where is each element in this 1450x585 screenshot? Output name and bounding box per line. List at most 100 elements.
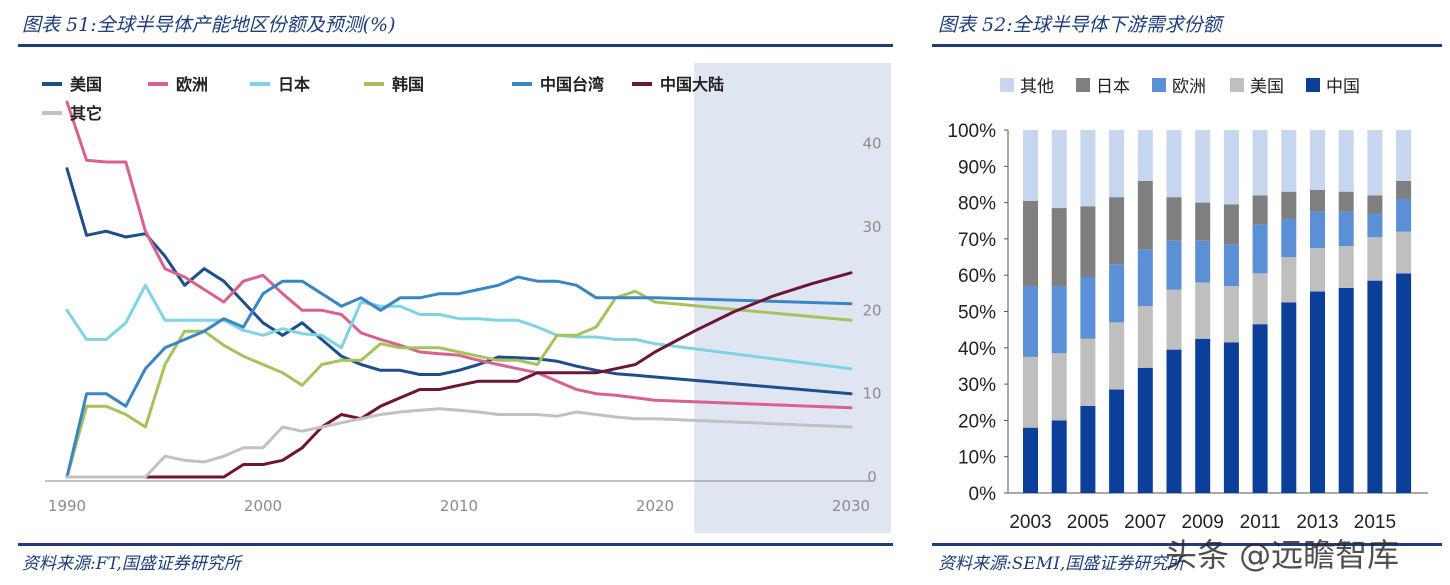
- bar-segment: [1367, 130, 1383, 196]
- y-tick-label: 20: [862, 301, 881, 319]
- x-tick-label: 2000: [244, 497, 282, 515]
- y-tick-label: 0%: [969, 484, 997, 505]
- bar-segment: [1281, 257, 1297, 303]
- y-tick-label: 60%: [958, 266, 996, 287]
- bar-segment: [1051, 286, 1067, 354]
- bar-segment: [1109, 130, 1125, 198]
- bar-segment: [1252, 130, 1268, 196]
- legend-label: 其它: [70, 104, 102, 123]
- y-tick-label: 70%: [958, 230, 996, 251]
- bar-segment: [1367, 195, 1383, 214]
- bar-segment: [1080, 130, 1096, 207]
- bar-segment: [1195, 240, 1211, 283]
- bar-segment: [1367, 213, 1383, 238]
- bar-segment: [1281, 218, 1297, 258]
- legend-label: 美国: [1250, 77, 1284, 97]
- bar-segment: [1137, 130, 1153, 181]
- bar-segment: [1310, 291, 1325, 493]
- y-tick-label: 10%: [958, 448, 996, 469]
- bar-segment: [1396, 231, 1412, 274]
- bar-segment: [1310, 189, 1325, 212]
- right-figure-source: 资料来源:SEMI,国盛证券研究所: [938, 554, 1185, 574]
- bar-segment: [1396, 198, 1412, 232]
- x-tick-label: 2015: [1354, 512, 1396, 533]
- bar-segment: [1396, 180, 1412, 199]
- bar-segment: [1166, 240, 1182, 290]
- left-source-rule: [18, 543, 893, 546]
- y-tick-label: 50%: [958, 303, 996, 324]
- x-tick-label: 2011: [1240, 512, 1281, 533]
- bar-segment: [1080, 405, 1096, 493]
- watermark: 头条 @远瞻智库: [1165, 536, 1400, 574]
- y-tick-label: 40%: [958, 339, 996, 360]
- y-tick-label: 20%: [958, 411, 996, 432]
- x-tick-label: 2005: [1067, 512, 1109, 533]
- bar-segment: [1252, 273, 1268, 325]
- legend-swatch: [1152, 78, 1166, 92]
- x-tick-label: 2009: [1182, 512, 1224, 533]
- right-title-rule: [932, 44, 1442, 47]
- bar-segment: [1109, 389, 1125, 493]
- bar-segment: [1109, 264, 1125, 323]
- bar-segment: [1166, 197, 1182, 241]
- bar-segment: [1367, 280, 1383, 493]
- bar-segment: [1252, 224, 1268, 274]
- left-figure: 图表 51:全球半导体产能地区份额及预测(%) 1990 2000 2010 2020…: [18, 14, 893, 574]
- bar-segment: [1109, 197, 1125, 265]
- legend-label: 中国大陆: [660, 75, 724, 94]
- bar-segment: [1023, 427, 1038, 493]
- bar-segment: [1023, 200, 1038, 287]
- demand-stacked-bar-chart: 0% 10% 20% 30% 40% 50% 60% 70% 80% 90% 100% 2003 200…: [947, 77, 1428, 533]
- right-figure-title: 图表 52:全球半导体下游需求份额: [938, 14, 1222, 36]
- x-tick-label: 2030: [832, 497, 870, 515]
- bar-segment: [1051, 130, 1067, 209]
- legend-swatch: [1000, 78, 1014, 92]
- x-tick-label: 2010: [440, 497, 478, 515]
- bar-segment: [1223, 204, 1239, 245]
- bar-segment: [1051, 208, 1067, 287]
- x-tick-label: 2020: [636, 497, 674, 515]
- series-line: [65, 167, 853, 396]
- bar-segment: [1080, 277, 1096, 339]
- x-tick-label: 2013: [1296, 512, 1338, 533]
- bar-segment: [1338, 211, 1354, 247]
- legend-label: 韩国: [392, 75, 424, 94]
- right-source-rule: [932, 543, 1442, 546]
- x-tick-label: 2007: [1124, 512, 1166, 533]
- legend-swatch: [1306, 78, 1320, 92]
- bar-segment: [1166, 349, 1182, 493]
- bar-segment: [1338, 191, 1354, 212]
- bar-segment: [1166, 289, 1182, 350]
- y-tick-label: 10: [862, 385, 881, 403]
- bar-segment: [1023, 356, 1038, 428]
- bar-segment: [1137, 306, 1153, 368]
- bar-segment: [1310, 130, 1325, 190]
- bar-segment: [1396, 273, 1412, 493]
- series-line: [65, 407, 853, 479]
- legend-label: 美国: [70, 75, 102, 94]
- bar-segment: [1109, 322, 1125, 390]
- bar-segment: [1281, 130, 1297, 192]
- legend-label: 欧洲: [176, 75, 208, 94]
- bar-segment: [1195, 202, 1211, 241]
- bar-segment: [1195, 130, 1211, 203]
- bar-segment: [1310, 211, 1325, 248]
- x-tick-label: 2003: [1009, 512, 1051, 533]
- bar-segment: [1137, 367, 1153, 493]
- bar-segment: [1023, 286, 1038, 357]
- right-figure: 图表 52:全球半导体下游需求份额 0% 10% 20% 30% 40% 50% 60% 70…: [928, 0, 1450, 585]
- bar-segment: [1051, 420, 1067, 493]
- bar-segment: [1023, 130, 1038, 201]
- legend-swatch: [1230, 78, 1244, 92]
- bar-segment: [1281, 191, 1297, 219]
- legend-swatch: [1076, 78, 1090, 92]
- y-tick-label: 80%: [958, 194, 996, 215]
- y-tick-label: 90%: [958, 157, 996, 178]
- series-line: [65, 271, 853, 479]
- bar-segment: [1051, 353, 1067, 421]
- legend-label: 欧洲: [1172, 77, 1206, 97]
- bar-segment: [1223, 342, 1239, 493]
- bar-segment: [1080, 206, 1096, 278]
- x-tick-label: 1990: [48, 497, 86, 515]
